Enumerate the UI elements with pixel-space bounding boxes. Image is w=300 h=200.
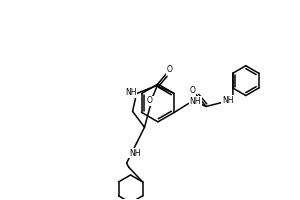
Text: NH: NH — [125, 88, 136, 97]
Text: O: O — [189, 86, 195, 95]
Text: NH: NH — [129, 149, 140, 158]
Text: O: O — [147, 96, 153, 105]
Text: NH: NH — [189, 97, 201, 106]
Text: NH: NH — [222, 96, 234, 105]
Text: O: O — [167, 65, 172, 74]
